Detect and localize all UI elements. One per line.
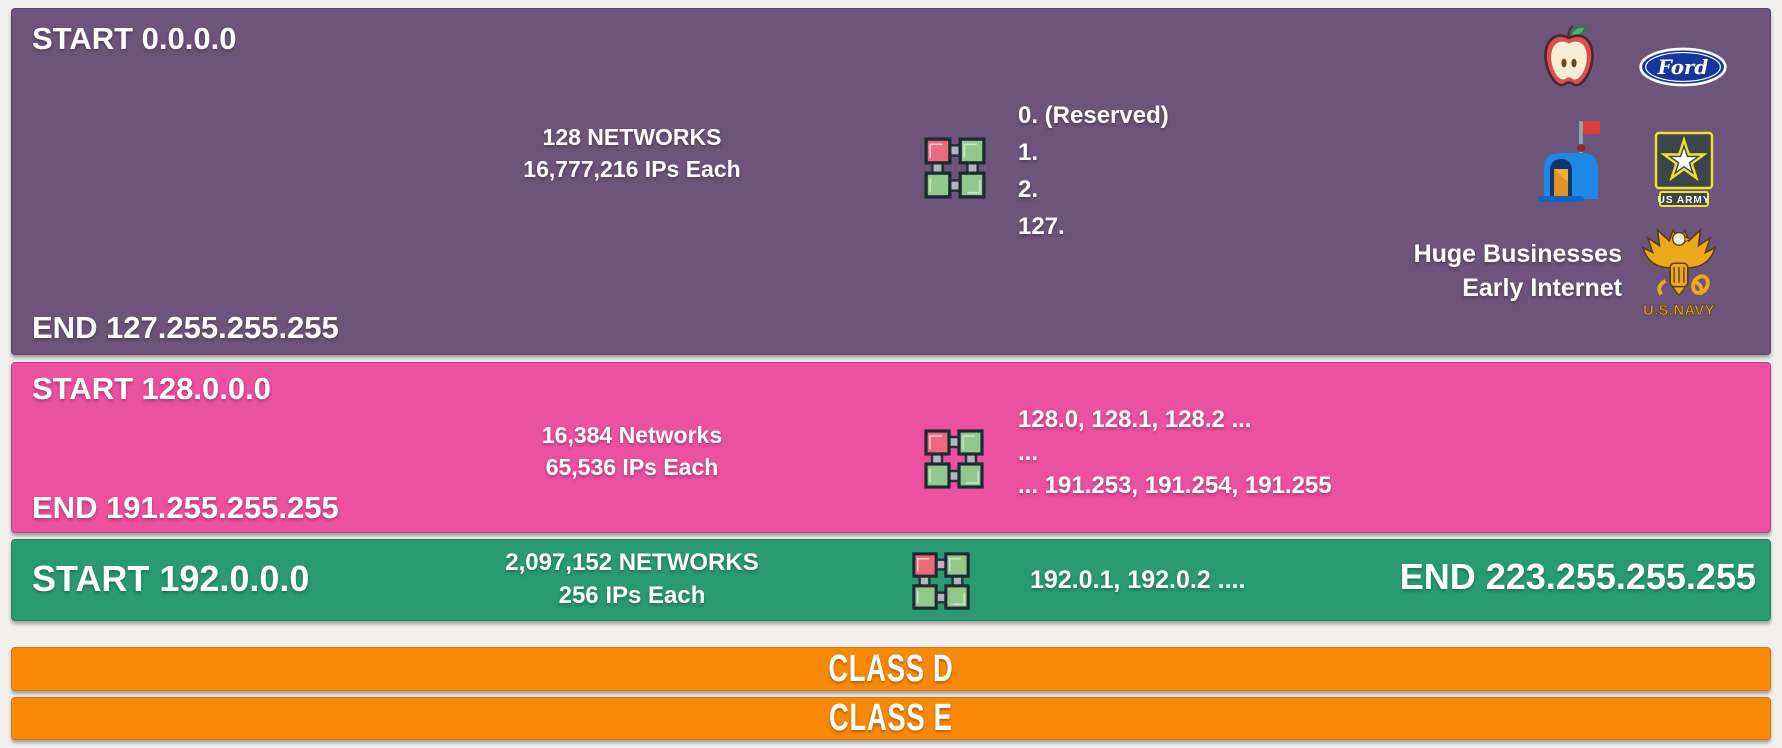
- class-a-start-label: START 0.0.0.0: [32, 21, 237, 56]
- class-c-start-label: START 192.0.0.0: [32, 558, 310, 599]
- class-e-label: CLASS E: [829, 697, 953, 739]
- apple-logo: [1544, 25, 1594, 87]
- class-a-networks-count: 128 NETWORKS: [542, 124, 722, 150]
- class-c-band: START 192.0.0.0 2,097,152 NETWORKS 256 I…: [11, 539, 1771, 621]
- octet-line: ... 191.253, 191.254, 191.255: [1018, 472, 1332, 499]
- ford-logo-text: Ford: [1657, 55, 1709, 79]
- class-c-octet-list: 192.0.1, 192.0.2 ....: [1030, 566, 1246, 594]
- network-nodes-icon: [922, 427, 986, 491]
- class-a-band: START 0.0.0.0 END 127.255.255.255 128 NE…: [11, 8, 1771, 355]
- class-a-octet-list: 0. (Reserved) 1. 2. 127.: [1018, 97, 1169, 245]
- octet-line: ...: [1018, 439, 1039, 466]
- us-navy-logo-text: U.S.NAVY: [1643, 303, 1715, 319]
- class-a-use-case: Huge Businesses Early Internet: [1414, 237, 1622, 305]
- mailbox-icon: [1538, 121, 1600, 202]
- ford-logo: Ford: [1639, 47, 1727, 87]
- us-army-logo: US ARMY: [1654, 131, 1714, 207]
- octet-line: 0. (Reserved): [1018, 102, 1169, 129]
- octet-line: 2.: [1018, 176, 1039, 203]
- class-b-end-label: END 191.255.255.255: [32, 490, 339, 525]
- class-e-band: CLASS E: [11, 697, 1771, 740]
- class-b-band: START 128.0.0.0 END 191.255.255.255 16,3…: [11, 362, 1771, 533]
- use-case-line: Early Internet: [1462, 274, 1622, 302]
- class-b-octet-list: 128.0, 128.1, 128.2 ... ... ... 191.253,…: [1018, 403, 1332, 502]
- class-a-end-label: END 127.255.255.255: [32, 310, 339, 345]
- class-b-networks-count: 16,384 Networks: [541, 422, 723, 448]
- class-b-networks-info: 16,384 Networks 65,536 IPs Each: [432, 419, 832, 483]
- use-case-line: Huge Businesses: [1413, 240, 1622, 268]
- class-a-networks-info: 128 NETWORKS 16,777,216 IPs Each: [432, 121, 832, 185]
- us-navy-logo: U.S.NAVY: [1641, 228, 1717, 319]
- us-army-logo-text: US ARMY: [1658, 195, 1711, 206]
- class-b-ips-each: 65,536 IPs Each: [545, 454, 719, 480]
- network-nodes-icon: [910, 550, 972, 612]
- class-a-ips-each: 16,777,216 IPs Each: [523, 156, 741, 182]
- class-d-label: CLASS D: [828, 647, 954, 690]
- class-b-start-label: START 128.0.0.0: [32, 371, 271, 406]
- class-c-ips-each: 256 IPs Each: [558, 582, 706, 609]
- class-c-end-label: END 223.255.255.255: [1399, 556, 1756, 597]
- octet-line: 127.: [1018, 213, 1065, 240]
- octet-line: 128.0, 128.1, 128.2 ...: [1018, 406, 1252, 433]
- octet-line: 1.: [1018, 139, 1039, 166]
- class-c-networks-info: 2,097,152 NETWORKS 256 IPs Each: [432, 546, 832, 612]
- network-nodes-icon: [922, 135, 988, 201]
- class-d-band: CLASS D: [11, 647, 1771, 691]
- class-c-networks-count: 2,097,152 NETWORKS: [505, 549, 759, 576]
